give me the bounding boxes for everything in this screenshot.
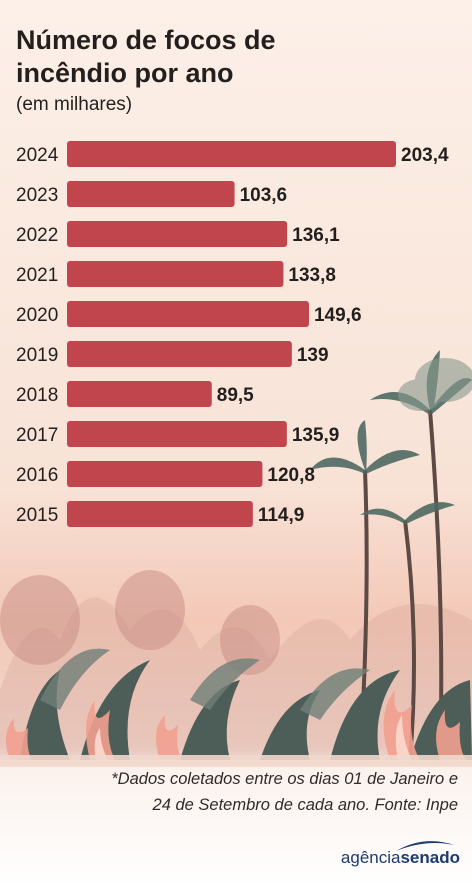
bar	[67, 381, 212, 407]
bar	[67, 141, 396, 167]
value-label: 136,1	[292, 225, 340, 246]
year-label: 2016	[16, 465, 58, 486]
year-label: 2023	[16, 185, 58, 206]
bar	[67, 181, 235, 207]
chart-subtitle: (em milhares)	[16, 94, 133, 115]
value-label: 203,4	[401, 145, 449, 166]
value-label: 89,5	[217, 385, 254, 406]
bar	[67, 261, 284, 287]
logo-text-senado: senado	[400, 848, 460, 867]
bar	[67, 301, 309, 327]
year-label: 2017	[16, 425, 58, 446]
value-label: 114,9	[258, 505, 305, 526]
year-label: 2021	[16, 265, 58, 286]
footnote-line-2: 24 de Setembro de cada ano. Fonte: Inpe	[152, 796, 458, 814]
value-label: 120,8	[267, 465, 315, 486]
agencia-senado-logo: agência senado	[340, 841, 460, 868]
bar	[67, 501, 253, 527]
bar	[67, 421, 287, 447]
value-label: 149,6	[314, 305, 362, 326]
chart-title: Número de focos de incêndio por ano	[16, 25, 276, 88]
year-label: 2018	[16, 385, 58, 406]
logo-swoosh-icon	[396, 841, 454, 851]
year-label: 2022	[16, 225, 58, 246]
value-label: 139	[297, 345, 329, 366]
year-label: 2024	[16, 145, 59, 166]
value-label: 133,8	[288, 265, 336, 286]
bar	[67, 341, 292, 367]
bar	[67, 461, 263, 487]
value-label: 135,9	[292, 425, 340, 446]
bar	[67, 221, 288, 247]
year-label: 2020	[16, 305, 58, 326]
year-label: 2019	[16, 345, 58, 366]
footnote: *Dados coletados entre os dias 01 de Jan…	[0, 766, 458, 818]
footnote-line-1: *Dados coletados entre os dias 01 de Jan…	[111, 770, 458, 788]
logo-text-agencia: agência	[340, 848, 401, 867]
value-label: 103,6	[240, 185, 288, 206]
year-label: 2015	[16, 505, 58, 526]
